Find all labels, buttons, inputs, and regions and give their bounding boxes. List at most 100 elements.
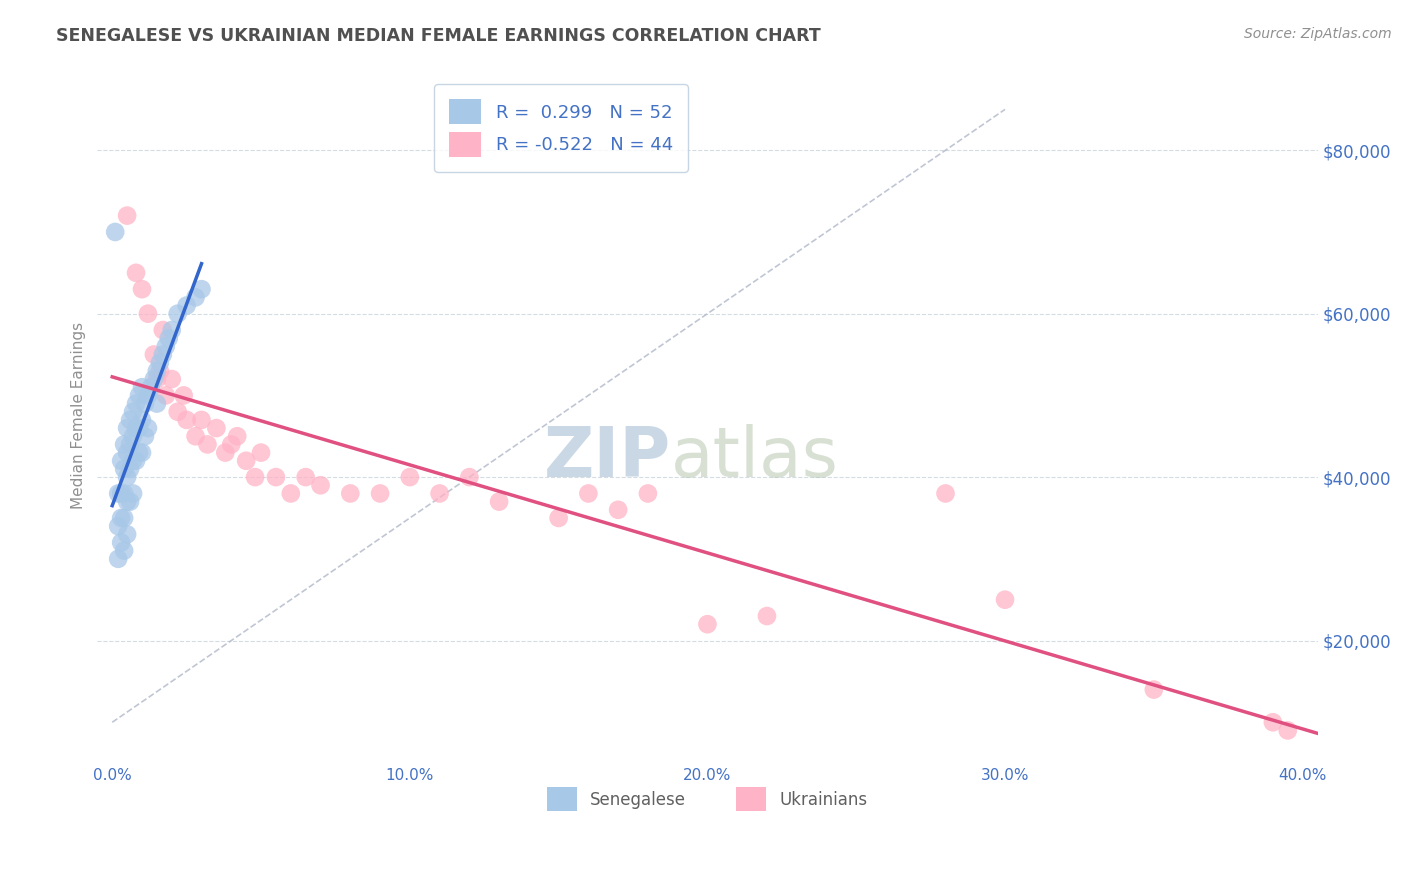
Point: [134, 429, 156, 443]
Point: [152, 347, 174, 361]
Point: [125, 396, 148, 410]
Point: [139, 380, 162, 394]
Point: [219, 437, 242, 451]
Point: [112, 511, 135, 525]
Point: [134, 396, 156, 410]
Point: [155, 339, 177, 353]
Point: [166, 405, 188, 419]
Point: [107, 486, 129, 500]
Point: [160, 372, 183, 386]
Point: [755, 609, 778, 624]
Point: [152, 323, 174, 337]
Point: [160, 323, 183, 337]
Point: [155, 388, 177, 402]
Point: [131, 282, 153, 296]
Text: atlas: atlas: [671, 424, 839, 491]
Point: [112, 486, 135, 500]
Text: SENEGALESE VS UKRAINIAN MEDIAN FEMALE EARNINGS CORRELATION CHART: SENEGALESE VS UKRAINIAN MEDIAN FEMALE EA…: [56, 27, 821, 45]
Point: [110, 454, 132, 468]
Point: [398, 470, 420, 484]
Point: [112, 437, 135, 451]
Point: [934, 486, 956, 500]
Point: [115, 445, 138, 459]
Point: [136, 388, 159, 402]
Point: [1143, 682, 1166, 697]
Point: [243, 470, 266, 484]
Point: [107, 551, 129, 566]
Point: [146, 372, 169, 386]
Point: [190, 413, 212, 427]
Point: [637, 486, 659, 500]
Point: [146, 364, 169, 378]
Point: [110, 486, 132, 500]
Point: [115, 494, 138, 508]
Point: [110, 511, 132, 525]
Point: [125, 421, 148, 435]
Point: [128, 388, 150, 402]
Point: [547, 511, 569, 525]
Point: [104, 225, 127, 239]
Point: [250, 445, 273, 459]
Point: [128, 445, 150, 459]
Point: [264, 470, 287, 484]
Point: [110, 535, 132, 549]
Point: [131, 413, 153, 427]
Point: [197, 437, 219, 451]
Point: [112, 462, 135, 476]
Point: [488, 494, 510, 508]
Point: [205, 421, 228, 435]
Point: [136, 307, 159, 321]
Point: [122, 486, 145, 500]
Point: [120, 437, 142, 451]
Point: [184, 290, 207, 304]
Point: [115, 527, 138, 541]
Point: [166, 307, 188, 321]
Text: ZIP: ZIP: [544, 424, 671, 491]
Point: [142, 372, 165, 386]
Point: [280, 486, 302, 500]
Point: [235, 454, 257, 468]
Point: [176, 298, 198, 312]
Point: [429, 486, 451, 500]
Point: [136, 421, 159, 435]
Point: [576, 486, 599, 500]
Point: [131, 445, 153, 459]
Point: [696, 617, 718, 632]
Point: [149, 364, 172, 378]
Point: [107, 519, 129, 533]
Point: [458, 470, 481, 484]
Point: [128, 421, 150, 435]
Point: [120, 494, 142, 508]
Point: [607, 503, 630, 517]
Text: Source: ZipAtlas.com: Source: ZipAtlas.com: [1244, 27, 1392, 41]
Point: [125, 266, 148, 280]
Point: [115, 209, 138, 223]
Point: [226, 429, 249, 443]
Point: [173, 388, 195, 402]
Point: [190, 282, 212, 296]
Point: [146, 396, 169, 410]
Point: [157, 331, 180, 345]
Legend: Senegalese, Ukrainians: Senegalese, Ukrainians: [534, 774, 882, 824]
Point: [112, 543, 135, 558]
Point: [120, 413, 142, 427]
Point: [339, 486, 361, 500]
Point: [184, 429, 207, 443]
Point: [149, 356, 172, 370]
Point: [125, 454, 148, 468]
Point: [294, 470, 316, 484]
Point: [122, 405, 145, 419]
Point: [115, 470, 138, 484]
Point: [994, 592, 1017, 607]
Point: [142, 347, 165, 361]
Point: [115, 421, 138, 435]
Point: [120, 462, 142, 476]
Point: [368, 486, 391, 500]
Y-axis label: Median Female Earnings: Median Female Earnings: [72, 322, 86, 509]
Point: [309, 478, 332, 492]
Point: [176, 413, 198, 427]
Point: [214, 445, 236, 459]
Point: [1261, 715, 1284, 730]
Point: [122, 429, 145, 443]
Point: [131, 380, 153, 394]
